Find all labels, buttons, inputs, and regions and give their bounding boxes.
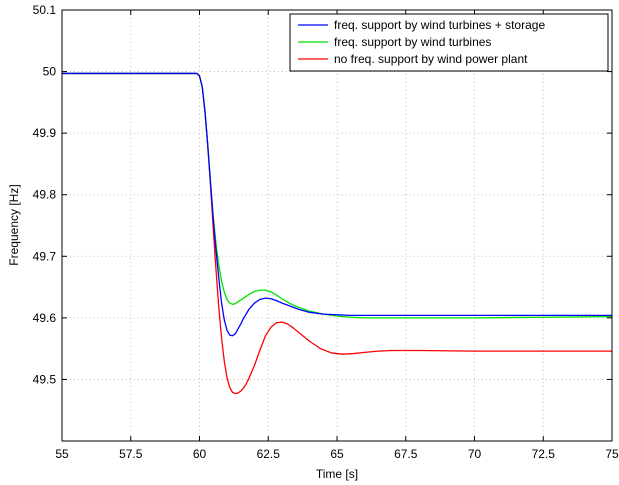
- y-tick-label: 49.5: [33, 372, 57, 386]
- series-line: [62, 72, 612, 337]
- x-tick-label: 72.5: [532, 447, 556, 461]
- y-tick-label: 49.8: [33, 188, 57, 202]
- x-tick-label: 55: [55, 447, 69, 461]
- plot-area: [62, 10, 612, 441]
- x-tick-label: 70: [468, 447, 482, 461]
- x-tick-label: 67.5: [394, 447, 418, 461]
- legend-label: freq. support by wind turbines + storage: [334, 18, 545, 32]
- x-tick-label: 60: [193, 447, 207, 461]
- y-tick-label: 50.1: [33, 3, 57, 17]
- series-lines: [62, 72, 613, 395]
- y-axis: 49.5 49.6 49.7 49.8 49.9 50 50.1: [33, 3, 612, 386]
- y-tick-label: 49.7: [33, 249, 57, 263]
- legend-label: no freq. support by wind power plant: [334, 52, 528, 66]
- legend-box: [289, 13, 609, 72]
- legend: freq. support by wind turbines + storage…: [289, 13, 609, 72]
- x-tick-label: 65: [330, 447, 344, 461]
- legend-label: freq. support by wind turbines: [334, 35, 491, 49]
- y-tick-label: 49.9: [33, 126, 57, 140]
- y-tick-label: 49.6: [33, 311, 57, 325]
- x-axis: 55 57.5 60 62.5 65 67.5 70 72.5 75: [55, 10, 619, 461]
- x-axis-label: Time [s]: [316, 467, 358, 481]
- y-tick-label: 50: [43, 65, 57, 79]
- x-tick-label: 62.5: [257, 447, 281, 461]
- x-tick-label: 75: [605, 447, 619, 461]
- x-tick-label: 57.5: [119, 447, 143, 461]
- y-axis-label: Frequency [Hz]: [7, 184, 21, 265]
